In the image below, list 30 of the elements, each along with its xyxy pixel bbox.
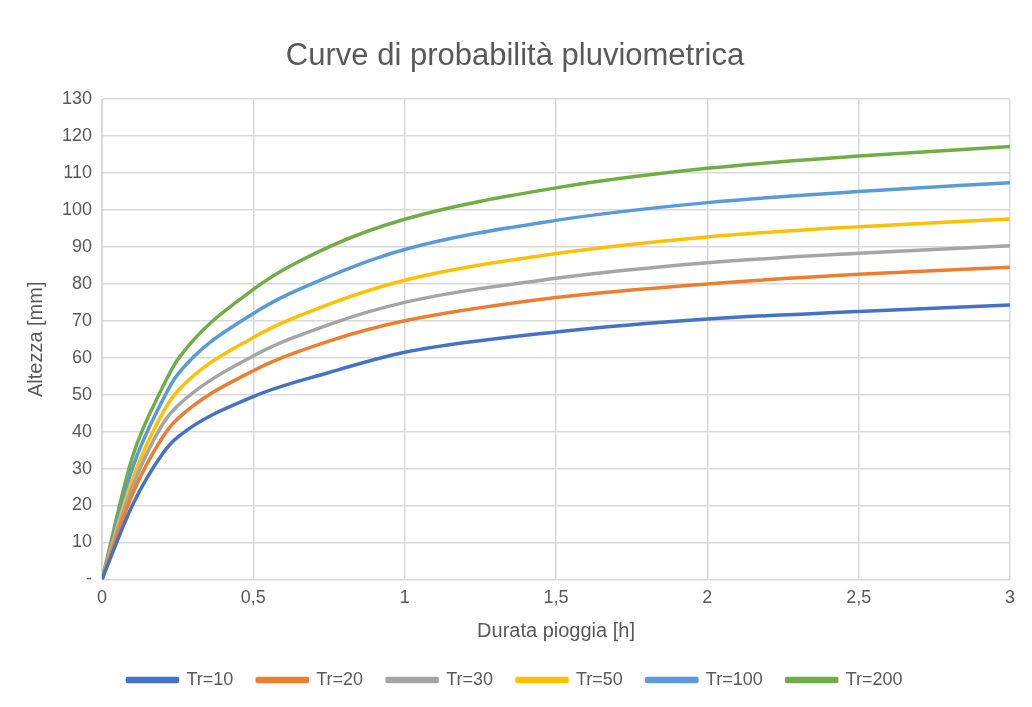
legend-label: Tr=30 xyxy=(446,668,493,689)
x-tick-label: 2 xyxy=(702,587,713,608)
legend-label: Tr=200 xyxy=(845,668,903,689)
legend-label: Tr=20 xyxy=(316,668,364,689)
x-tick-label: 0,5 xyxy=(240,587,266,608)
legend-label: Tr=100 xyxy=(705,668,763,689)
y-tick-label: 110 xyxy=(63,162,93,183)
y-tick-label: 70 xyxy=(72,309,93,330)
y-tick-label: - xyxy=(86,568,93,589)
legend-label: Tr=10 xyxy=(186,668,234,689)
y-tick-label: 90 xyxy=(72,235,93,256)
y-tick-label: 60 xyxy=(72,346,93,367)
x-tick-label: 3 xyxy=(1004,587,1016,608)
x-tick-label: 1 xyxy=(399,587,410,608)
x-tick-label: 2,5 xyxy=(846,587,872,608)
chart-title: Curve di probabilità pluviometrica xyxy=(285,37,745,73)
x-tick-label: 0 xyxy=(97,587,108,608)
x-tick-label: 1,5 xyxy=(543,587,569,608)
y-tick-label: 130 xyxy=(61,88,93,109)
y-tick-label: 80 xyxy=(72,272,93,293)
y-tick-label: 120 xyxy=(61,125,93,146)
y-tick-label: 10 xyxy=(72,531,93,552)
y-tick-label: 50 xyxy=(72,383,93,404)
y-tick-label: 20 xyxy=(72,494,93,515)
x-axis-title: Durata pioggia [h] xyxy=(477,618,635,641)
legend-label: Tr=50 xyxy=(575,668,623,689)
y-tick-label: 40 xyxy=(72,420,93,441)
y-tick-label: 100 xyxy=(61,198,93,219)
y-axis-title: Altezza [mm] xyxy=(23,281,46,398)
y-tick-label: 30 xyxy=(72,457,93,478)
